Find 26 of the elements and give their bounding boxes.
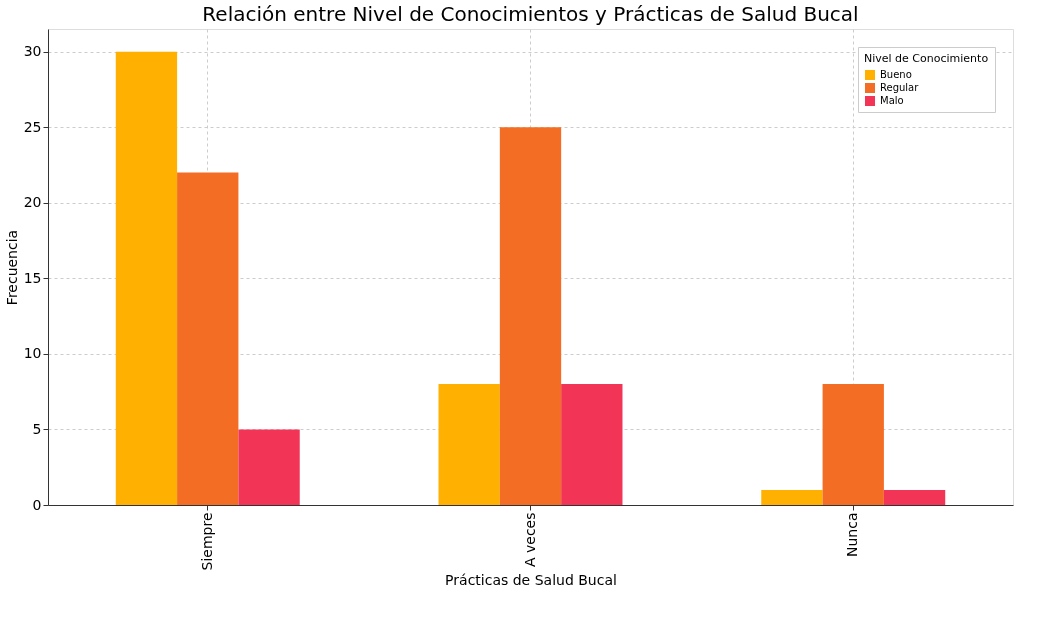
- legend-label: Regular: [880, 82, 920, 93]
- bar: [822, 384, 884, 505]
- bar: [499, 127, 562, 505]
- bar: [177, 172, 239, 505]
- y-axis-title: Frecuencia: [3, 229, 20, 306]
- bar: [561, 384, 623, 505]
- bar: [115, 51, 178, 505]
- bar: [761, 489, 823, 505]
- chart-title: Relación entre Nivel de Conocimientos y Prácticas de Salud Bucal: [202, 2, 859, 26]
- legend-label: Bueno: [880, 69, 912, 80]
- legend-label: Malo: [880, 95, 904, 106]
- y-tick-label: 25: [23, 118, 42, 135]
- x-tick-label: Nunca: [844, 512, 861, 557]
- y-tick-label: 10: [23, 345, 42, 362]
- bar: [438, 384, 500, 505]
- y-tick-label: 0: [32, 496, 42, 513]
- y-tick-label: 15: [23, 269, 42, 286]
- y-tick-label: 5: [32, 420, 42, 437]
- x-tick-label: A veces: [521, 512, 538, 568]
- x-axis-title: Prácticas de Salud Bucal: [445, 572, 617, 589]
- y-tick-label: 20: [23, 194, 42, 211]
- bar: [883, 489, 946, 505]
- bar: [238, 429, 300, 505]
- y-tick-label: 30: [23, 43, 42, 60]
- legend-title: Nivel de Conocimiento: [864, 52, 989, 65]
- x-tick-label: Siempre: [198, 512, 215, 571]
